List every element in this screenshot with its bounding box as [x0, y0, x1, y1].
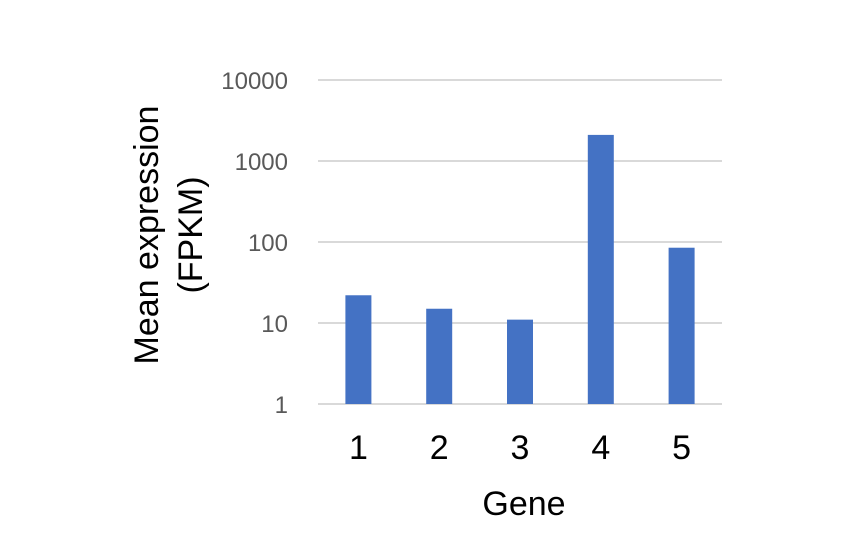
bar-gene-2 [426, 308, 453, 404]
y-axis-title-line-1: Mean expression [128, 106, 166, 365]
x-tick-label: 4 [591, 429, 610, 467]
y-tick-labels: 1 10 100 1000 10000 [221, 68, 288, 419]
x-tick-labels: 1 2 3 4 5 [349, 429, 691, 467]
x-tick-label: 3 [511, 429, 530, 467]
x-tick-label: 2 [430, 429, 449, 467]
bar-gene-3 [507, 319, 533, 404]
gridlines [318, 79, 722, 405]
bar-gene-1 [345, 295, 372, 404]
y-tick-label: 10000 [221, 68, 288, 95]
x-tick-label: 1 [349, 429, 368, 467]
bar-gene-4 [587, 134, 614, 404]
y-axis-title: Mean expression (FPKM) [128, 106, 210, 365]
y-tick-label: 100 [248, 230, 288, 257]
bars [345, 134, 695, 404]
bar-gene-5 [668, 247, 695, 404]
y-tick-label: 10 [261, 311, 288, 338]
x-axis-title: Gene [482, 485, 565, 523]
x-tick-label: 5 [672, 429, 691, 467]
y-tick-label: 1 [275, 392, 288, 419]
y-tick-label: 1000 [235, 149, 288, 176]
y-axis-title-line-2: (FPKM) [172, 176, 210, 293]
